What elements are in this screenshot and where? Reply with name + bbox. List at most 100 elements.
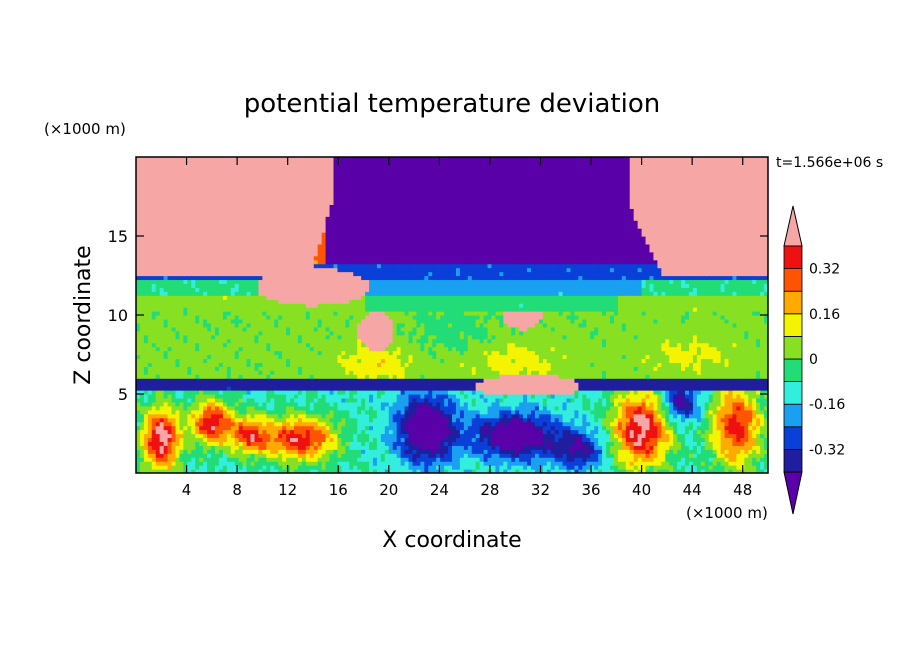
heatmap-cell [349,176,354,182]
heatmap-cell [203,224,208,229]
heatmap-cell [309,330,315,336]
heatmap-cell [155,232,161,237]
heatmap-cell [151,307,157,312]
heatmap-cell [203,437,208,442]
heatmap-cell [211,295,216,300]
heatmap-cell [313,445,319,450]
heatmap-cell [242,405,248,411]
heatmap-cell [136,263,141,269]
heatmap-cell [341,243,346,249]
heatmap-cell [250,465,256,470]
heatmap-cell [266,370,271,375]
heatmap-cell [365,390,370,395]
heatmap-cell [341,469,346,473]
heatmap-cell [369,263,374,269]
heatmap-cell [274,275,279,281]
heatmap-cell [203,465,208,470]
heatmap-cell [167,405,173,411]
heatmap-cell [286,267,291,273]
heatmap-cell [211,188,216,194]
heatmap-cell [301,342,307,348]
heatmap-cell [171,299,177,304]
heatmap-cell [262,200,267,205]
heatmap-cell [242,449,248,454]
heatmap-cell [365,362,370,367]
heatmap-cell [376,425,382,431]
heatmap-cell [139,160,145,166]
heatmap-cell [337,311,342,316]
heatmap-cell [309,358,315,363]
heatmap-cell [147,263,153,269]
heatmap-cell [147,401,153,407]
heatmap-cell [250,299,256,304]
heatmap-cell [258,433,263,439]
heatmap-cell [337,318,342,324]
heatmap-cell [361,271,366,277]
heatmap-cell [179,318,184,324]
heatmap-cell [290,421,295,427]
heatmap-cell [183,196,188,202]
heatmap-cell [179,382,184,387]
heatmap-cell [286,421,291,427]
heatmap-cell [258,386,263,391]
heatmap-cell [147,291,153,296]
heatmap-cell [361,216,366,221]
heatmap-cell [250,457,256,462]
heatmap-cell [203,405,208,411]
heatmap-cell [309,176,315,182]
heatmap-cell [325,362,331,367]
heatmap-cell [376,228,382,233]
heatmap-cell [155,409,161,415]
heatmap-cell [226,295,232,300]
heatmap-cell [278,315,283,320]
heatmap-cell [301,271,307,277]
heatmap-cell [226,243,232,249]
heatmap-cell [369,188,374,194]
heatmap-cell [301,421,307,427]
heatmap-cell [230,192,236,198]
heatmap-cell [151,334,157,340]
heatmap-cell [183,358,188,363]
heatmap-cell [278,263,283,269]
heatmap-cell [266,160,271,166]
heatmap-cell [136,247,141,253]
heatmap-cell [159,346,165,352]
heatmap-cell [238,196,244,202]
heatmap-cell [278,291,283,296]
heatmap-cell [357,168,362,174]
heatmap-cell [309,413,315,419]
heatmap-cell [345,208,350,213]
heatmap-cell [143,291,149,296]
heatmap-cell [199,172,204,178]
heatmap-cell [218,200,224,205]
heatmap-cell [254,157,260,162]
heatmap-cell [365,449,370,454]
heatmap-cell [294,208,299,213]
heatmap-cell [230,275,236,281]
heatmap-cell [187,228,192,233]
heatmap-cell [226,224,232,229]
heatmap-cell [282,184,287,190]
heatmap-cell [369,326,374,332]
heatmap-cell [234,330,240,336]
heatmap-cell [317,417,323,423]
heatmap-cell [159,236,165,241]
heatmap-cell [357,429,362,435]
heatmap-cell [274,425,279,431]
heatmap-cell [167,413,173,419]
heatmap-cell [365,433,370,439]
heatmap-cell [226,401,232,407]
heatmap-cell [317,334,323,340]
heatmap-cell [321,417,327,423]
heatmap-cell [199,275,204,281]
heatmap-cell [274,330,279,336]
heatmap-cell [230,318,236,324]
heatmap-cell [246,160,252,166]
heatmap-cell [294,267,299,273]
heatmap-cell [337,204,342,209]
heatmap-cell [365,184,370,190]
heatmap-cell [250,232,256,237]
heatmap-cell [195,421,200,427]
heatmap-cell [203,326,208,332]
heatmap-cell [179,259,184,265]
